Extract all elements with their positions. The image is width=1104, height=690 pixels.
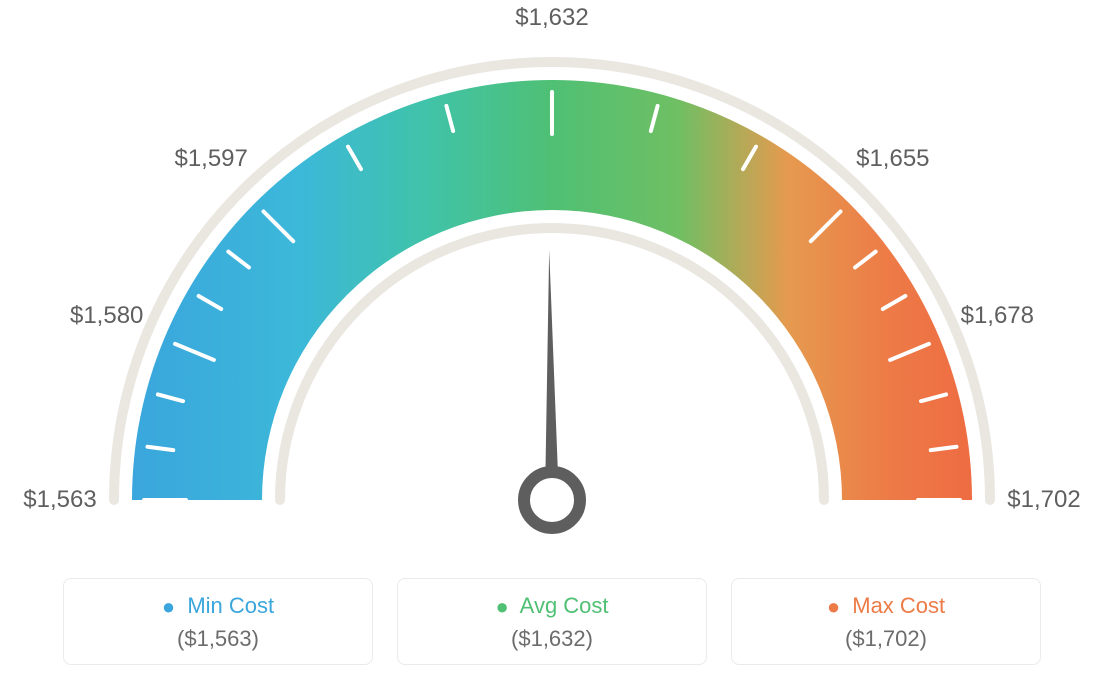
- legend-avg: ● Avg Cost ($1,632): [397, 578, 707, 665]
- gauge-svg: [0, 0, 1104, 560]
- legend-min-title: ● Min Cost: [74, 593, 362, 620]
- dot-icon: ●: [827, 594, 840, 619]
- gauge-tick-label: $1,597: [174, 145, 247, 173]
- dot-icon: ●: [162, 594, 175, 619]
- legend-row: ● Min Cost ($1,563) ● Avg Cost ($1,632) …: [0, 578, 1104, 665]
- gauge-tick-label: $1,632: [515, 4, 588, 32]
- legend-max: ● Max Cost ($1,702): [731, 578, 1041, 665]
- legend-avg-label: Avg Cost: [520, 593, 609, 618]
- gauge-area: $1,563 $1,580 $1,597 $1,632 $1,655 $1,678 $1,7…: [0, 0, 1104, 560]
- dot-icon: ●: [495, 594, 508, 619]
- legend-min: ● Min Cost ($1,563): [63, 578, 373, 665]
- gauge-tick-label: $1,563: [23, 486, 96, 514]
- legend-max-title: ● Max Cost: [742, 593, 1030, 620]
- legend-min-label: Min Cost: [187, 593, 274, 618]
- legend-avg-value: ($1,632): [408, 626, 696, 652]
- legend-max-value: ($1,702): [742, 626, 1030, 652]
- gauge-tick-label: $1,580: [70, 302, 143, 330]
- gauge-tick-label: $1,655: [856, 145, 929, 173]
- cost-gauge-chart: $1,563 $1,580 $1,597 $1,632 $1,655 $1,678 $1,7…: [0, 0, 1104, 690]
- legend-avg-title: ● Avg Cost: [408, 593, 696, 620]
- gauge-tick-label: $1,702: [1007, 486, 1080, 514]
- legend-max-label: Max Cost: [852, 593, 945, 618]
- legend-min-value: ($1,563): [74, 626, 362, 652]
- gauge-tick-label: $1,678: [961, 302, 1034, 330]
